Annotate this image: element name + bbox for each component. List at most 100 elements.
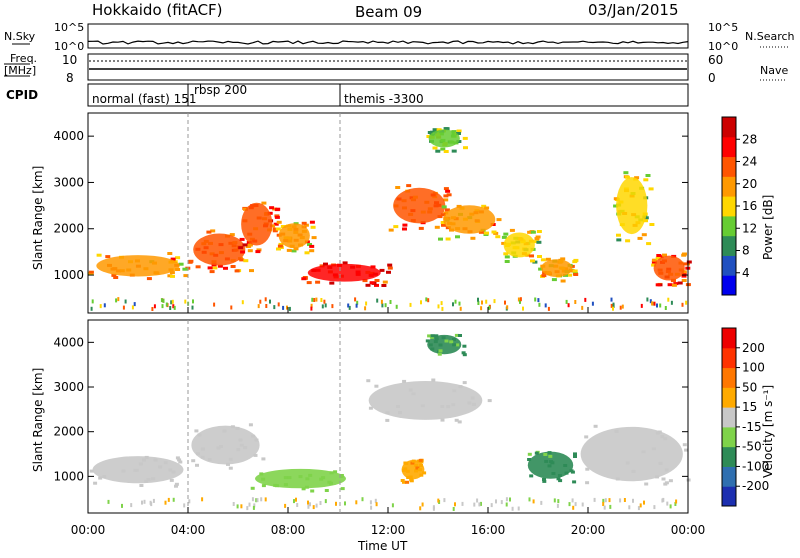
velocity-ground-cell: [653, 505, 656, 510]
power-ground-cell: [381, 303, 384, 308]
velocity-ylabel: Slant Range [km]: [31, 368, 45, 472]
velocity-ground-cell: [361, 497, 364, 502]
velocity-ground-cell: [490, 503, 493, 508]
velocity-data-layer: [89, 333, 691, 511]
velocity-cell: [467, 401, 472, 405]
velocity-ground-cell: [172, 497, 175, 502]
power-ground-cell: [452, 302, 454, 307]
power-cell: [652, 258, 658, 262]
power-cell: [456, 132, 461, 135]
velocity-colorbar-swatch: [722, 426, 736, 448]
power-cell: [238, 246, 244, 250]
power-cell: [406, 184, 412, 188]
power-cell: [634, 176, 640, 180]
power-cell: [440, 147, 446, 151]
power-cell: [443, 187, 449, 191]
velocity-ground-cell: [374, 498, 377, 503]
velocity-cell: [462, 353, 467, 357]
power-ground-cell: [565, 299, 568, 304]
x-axis-label: Time UT: [357, 539, 408, 553]
power-cell: [277, 244, 283, 248]
power-cell: [573, 258, 579, 262]
velocity-cell: [366, 379, 371, 383]
power-cell: [616, 238, 622, 242]
power-cell: [146, 277, 152, 281]
power-colorbar-swatch: [722, 275, 736, 296]
power-cell: [686, 260, 692, 264]
velocity-cell: [408, 388, 413, 392]
velocity-ytick-label: 3000: [53, 380, 84, 394]
power-colorbar-label: 24: [742, 155, 757, 169]
velocity-ground-cell: [628, 505, 631, 510]
power-cell: [301, 221, 307, 225]
cpid-label: CPID: [6, 88, 38, 102]
power-cell: [217, 264, 223, 268]
velocity-ground-cell: [666, 501, 669, 506]
velocity-ground-cell: [319, 501, 322, 505]
velocity-colorbar-label: 200: [742, 341, 765, 355]
velocity-colorbar-label: Velocity [m s⁻¹]: [761, 385, 775, 478]
velocity-cell: [385, 411, 390, 415]
power-ground-cell: [458, 301, 461, 306]
velocity-cell: [146, 478, 151, 482]
velocity-ground-cell: [293, 499, 295, 504]
velocity-cell: [573, 452, 577, 456]
velocity-cell: [169, 478, 174, 482]
power-ground-cell: [504, 300, 506, 305]
velocity-cell: [441, 336, 446, 340]
power-ground-cell: [153, 304, 156, 309]
velocity-y-ticks: 1000 2000 3000 4000: [53, 335, 688, 483]
power-ground-cell: [610, 297, 613, 302]
velocity-colorbar-swatch: [722, 446, 736, 467]
power-cell: [169, 271, 175, 275]
velocity-cell: [374, 384, 379, 388]
power-ground-cell: [288, 306, 291, 311]
power-cell: [560, 279, 566, 283]
velocity-ground-cell: [476, 498, 479, 503]
power-ground-cell: [656, 303, 658, 308]
velocity-cell: [614, 429, 619, 433]
velocity-ground-cell: [454, 502, 456, 507]
power-cell: [427, 131, 433, 134]
velocity-ground-cell: [248, 502, 251, 507]
power-cell: [280, 225, 286, 228]
velocity-cell: [429, 335, 434, 339]
velocity-cell: [585, 467, 590, 471]
velocity-cell: [200, 455, 205, 459]
velocity-colorbar-swatch: [722, 407, 736, 428]
power-cell: [449, 228, 454, 232]
velocity-cell: [250, 486, 255, 490]
power-ground-cell: [664, 306, 667, 310]
power-ground-cell: [485, 299, 488, 304]
power-ground-cell: [115, 298, 118, 303]
power-region: [428, 129, 460, 148]
power-cell: [671, 283, 677, 287]
velocity-ground-cell: [461, 501, 464, 506]
velocity-cell: [557, 474, 562, 477]
power-cell: [572, 269, 578, 273]
power-ground-cell: [653, 301, 656, 306]
velocity-cell: [556, 477, 561, 481]
velocity-cell: [200, 447, 205, 451]
power-cell: [272, 229, 278, 233]
power-cell: [641, 233, 647, 237]
power-ytick-label: 1000: [53, 268, 84, 282]
velocity-cell: [458, 385, 463, 389]
velocity-cell: [301, 487, 306, 491]
power-cell: [643, 219, 648, 223]
velocity-cell: [259, 472, 264, 476]
velocity-ground-cell: [164, 500, 167, 505]
velocity-ground-cell: [312, 505, 315, 510]
power-cell: [623, 171, 629, 175]
power-cell: [667, 283, 673, 287]
velocity-ground-cell: [593, 497, 596, 502]
power-ground-cell: [191, 305, 194, 310]
power-cell: [613, 204, 619, 208]
velocity-ground-cell: [623, 498, 626, 502]
power-ground-cell: [376, 298, 379, 303]
power-cell: [182, 267, 188, 271]
velocity-cell: [298, 475, 303, 479]
velocity-cell: [319, 477, 324, 481]
velocity-cell: [434, 337, 439, 341]
power-cell: [310, 225, 316, 229]
